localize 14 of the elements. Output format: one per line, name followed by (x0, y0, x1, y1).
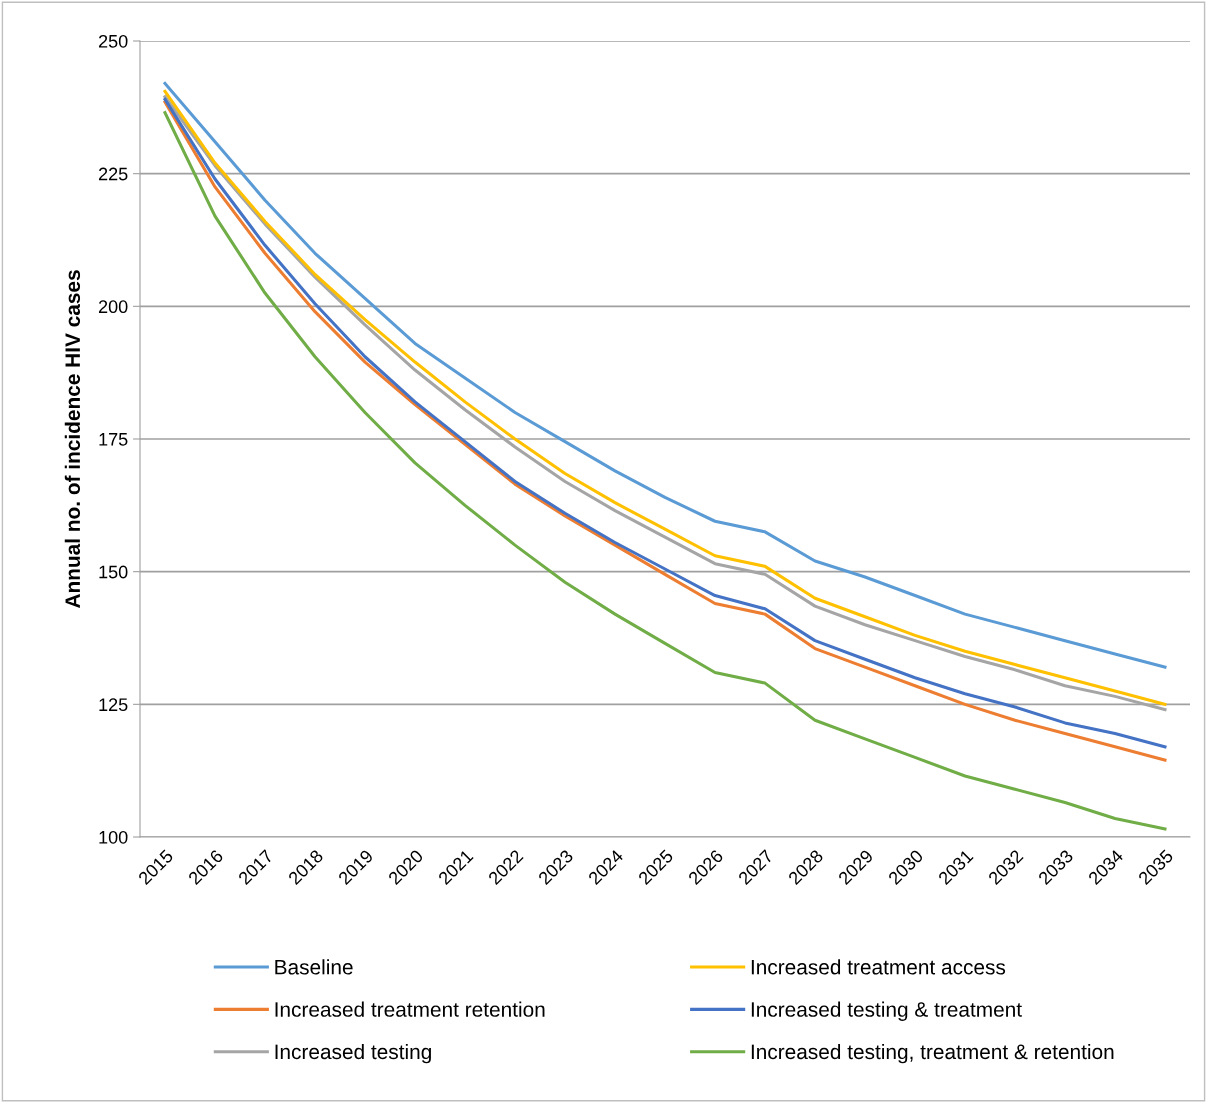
legend-label: Increased treatment retention (275, 1001, 545, 1017)
legend-label: Increased testing (275, 1043, 431, 1064)
legend-label: Increased treatment access (751, 959, 1006, 975)
y-tick-label: 125 (99, 698, 128, 712)
y-tick-label: 150 (99, 565, 128, 579)
legend-label: Baseline (275, 959, 353, 975)
legend-label: Increased testing & treatment (751, 1001, 1022, 1021)
y-tick-label: 200 (98, 300, 128, 314)
y-tick-label: 250 (98, 34, 128, 48)
legend-label: Increased testing, treatment & retention (751, 1043, 1114, 1064)
y-tick-label: 225 (98, 167, 128, 181)
y-tick-label: 175 (99, 433, 128, 446)
y-axis-title: Annual no. of incidence HIV cases (64, 270, 81, 609)
y-tick-label: 100 (99, 830, 128, 844)
